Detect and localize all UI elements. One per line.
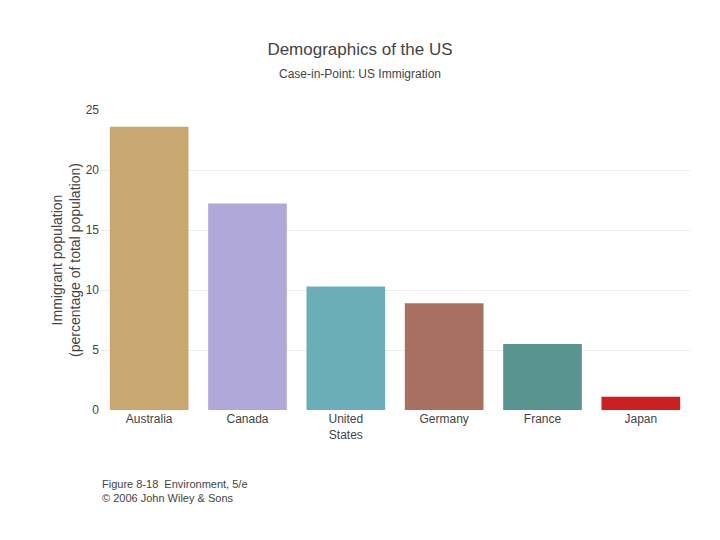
svg-text:Demographics of the US: Demographics of the US: [267, 40, 452, 59]
svg-text:Immigrant population(percentag: Immigrant population(percentage of total…: [49, 163, 83, 357]
svg-text:15: 15: [86, 223, 100, 237]
svg-text:Japan: Japan: [624, 412, 657, 426]
svg-text:10: 10: [86, 283, 100, 297]
svg-text:0: 0: [92, 403, 99, 417]
svg-text:5: 5: [92, 343, 99, 357]
svg-text:Germany: Germany: [419, 412, 468, 426]
svg-text:UnitedStates: UnitedStates: [328, 412, 363, 442]
svg-text:Australia: Australia: [126, 412, 173, 426]
svg-text:France: France: [524, 412, 562, 426]
svg-text:Canada: Canada: [226, 412, 268, 426]
svg-text:Case-in-Point: US Immigration: Case-in-Point: US Immigration: [279, 67, 441, 81]
svg-text:Figure 8-18 Environment, 5/e©: Figure 8-18 Environment, 5/e© 2006 John …: [102, 478, 248, 504]
svg-text:20: 20: [86, 163, 100, 177]
svg-text:25: 25: [86, 103, 100, 117]
